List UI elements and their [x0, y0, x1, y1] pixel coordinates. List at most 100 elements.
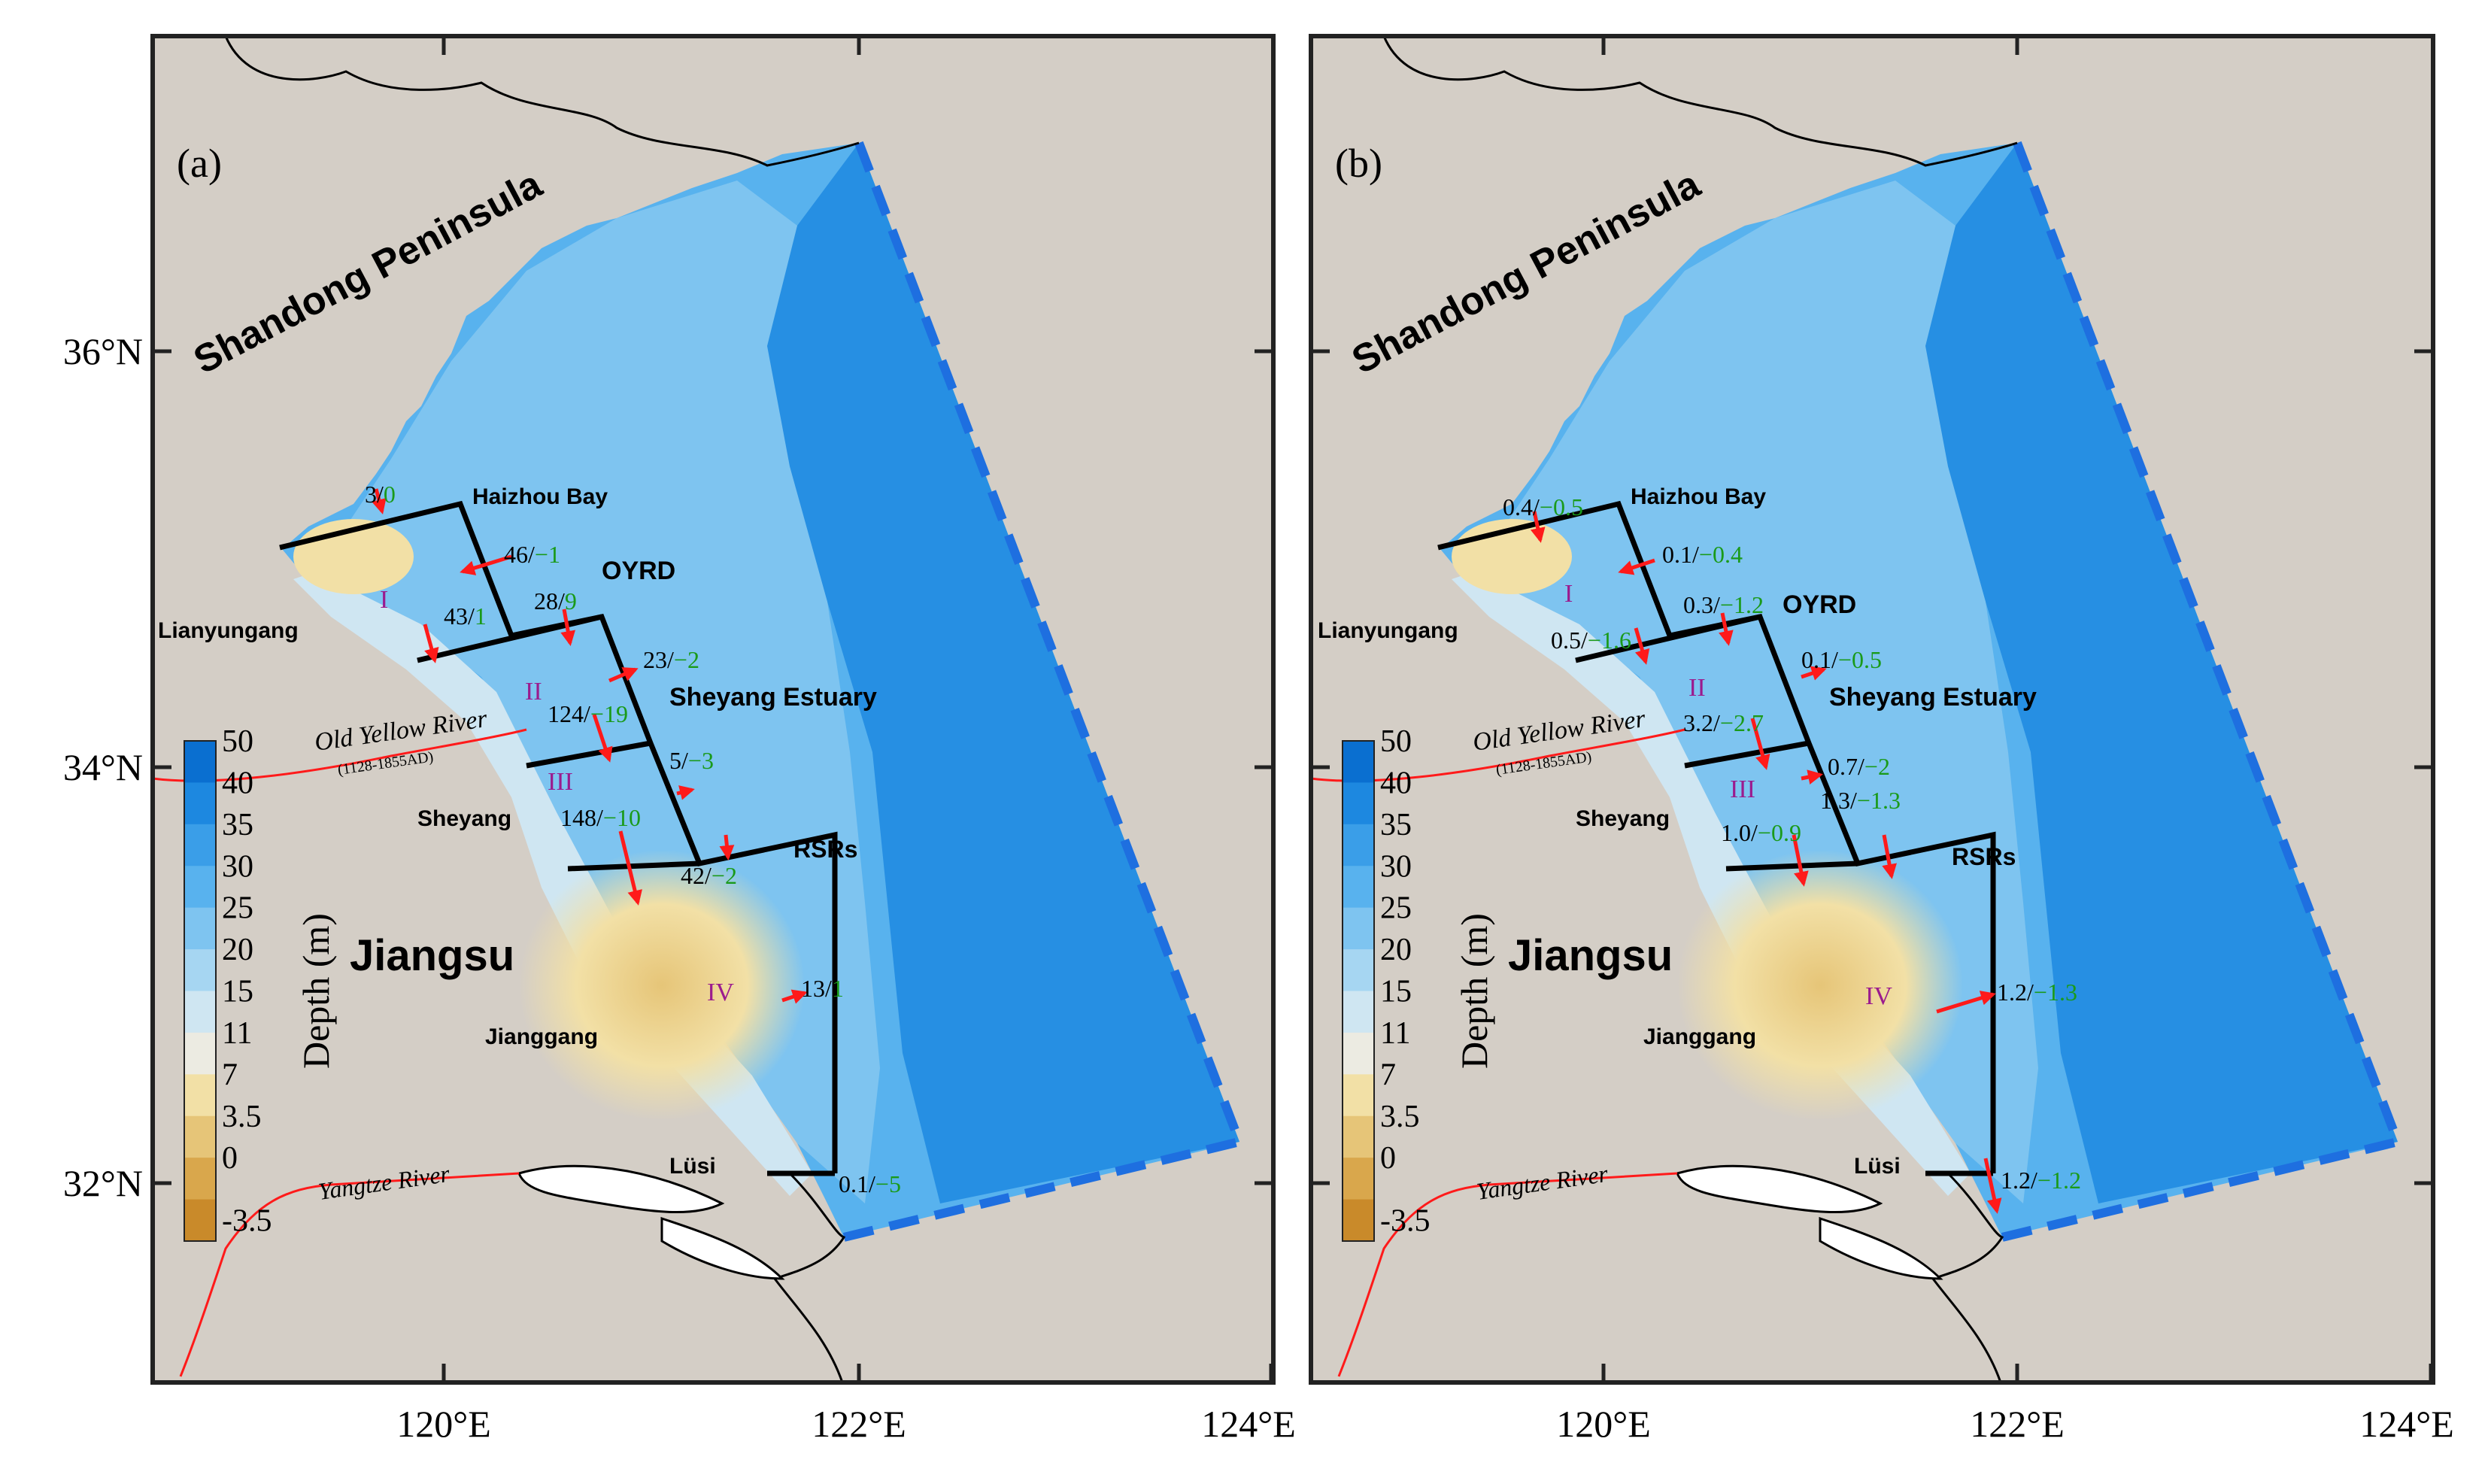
flux-arrows	[1530, 511, 2002, 1214]
panel-label-a: (a)	[177, 141, 222, 186]
deep-water	[1910, 143, 2398, 1203]
flux-value: 0.7/−2	[1828, 753, 1890, 780]
lat-tick-34: 34°N	[63, 746, 143, 788]
flux-value: 28/9	[534, 587, 577, 615]
boundary-2-3	[526, 740, 651, 769]
label-lusi: Lüsi	[1854, 1154, 1901, 1179]
colorbar-swatch	[184, 1115, 216, 1158]
lon-tick-122: 122°E	[1970, 1403, 2065, 1445]
panel-label-b: (b)	[1335, 141, 1382, 186]
coastline-south	[772, 1172, 846, 1383]
colorbar-swatch	[184, 949, 216, 991]
colorbar-tick-label: 7	[222, 1058, 238, 1092]
flux-value: 148/−10	[560, 804, 641, 831]
zone-label-III: III	[548, 768, 573, 796]
flux-value: 23/−2	[643, 646, 699, 673]
boundary-3-4	[567, 860, 700, 872]
flux-value: 1.2/−1.3	[1997, 979, 2077, 1006]
lon-tick-122: 122°E	[812, 1403, 906, 1445]
colorbar-tick-label: 3.5	[222, 1100, 262, 1134]
colorbar-frame	[1342, 740, 1375, 1242]
yangtze-estuary-island	[1675, 1164, 1883, 1213]
zone-label-II: II	[1688, 674, 1706, 702]
flux-value: 5/−3	[669, 747, 714, 774]
radial-sand-ridges	[1677, 850, 1963, 1121]
lon-tick-120: 120°E	[1556, 1403, 1651, 1445]
lon-tick-120: 120°E	[396, 1403, 491, 1445]
label-rsrs: RSRs	[793, 836, 857, 863]
depth-colorbar-a: 50 40 35 30 25 20 15 11 7 3.5 0 -3.5 Depth (m)	[184, 724, 337, 1242]
flux-value: 3/0	[365, 481, 396, 508]
panel-frame-a	[150, 34, 1276, 1385]
panel-frame-b	[1309, 34, 2435, 1385]
colorbar-swatch	[1343, 1032, 1374, 1075]
colorbar-swatch	[1343, 1115, 1374, 1158]
colorbar-tick-label: 15	[222, 975, 253, 1009]
depth-colorbar-b: 50 40 35 30 25 20 15 11 7 3.5 0 -3.5 Depth (m)	[1342, 724, 1495, 1242]
colorbar-tick-label: 11	[222, 1016, 252, 1051]
flux-value: 42/−2	[681, 862, 737, 889]
flux-value: 0.1/−5	[839, 1170, 901, 1197]
colorbar-tick-label: -3.5	[1380, 1204, 1431, 1239]
boundary-1-2	[1575, 614, 1761, 663]
colorbar-swatch	[1343, 949, 1374, 991]
colorbar-tick-label: 0	[222, 1141, 238, 1176]
colorbar-swatch	[184, 741, 216, 783]
zone-label-II: II	[525, 678, 542, 706]
label-oyrd: OYRD	[602, 557, 675, 585]
deep-water	[752, 143, 1239, 1203]
flux-value: 0.3/−1.2	[1683, 591, 1764, 618]
colorbar-swatch	[184, 1074, 216, 1117]
colorbar-swatch	[184, 866, 216, 909]
coastline-north	[224, 35, 860, 167]
colorbar-swatch	[1343, 1199, 1374, 1242]
flux-value: 0.1/−0.4	[1662, 541, 1743, 568]
colorbar-tick-label: 50	[1380, 724, 1412, 759]
colorbar-tick-label: 11	[1380, 1016, 1410, 1051]
zone-label-IV: IV	[707, 979, 734, 1006]
radial-sand-ridges	[519, 850, 805, 1121]
colorbar-tick-label: 25	[1380, 891, 1412, 926]
colorbar-tick-label: 35	[1380, 808, 1412, 842]
yangtze-estuary-island	[517, 1164, 725, 1213]
coastline-north	[1382, 35, 2018, 167]
panel-b: I II III IV (b) Shandong Peninsula Haizh…	[1309, 34, 2454, 1445]
colorbar-swatch	[184, 1032, 216, 1075]
zone-label-I: I	[1564, 580, 1573, 608]
colorbar-swatch	[184, 782, 216, 825]
flux-value: 3.2/−2.7	[1683, 709, 1764, 736]
colorbar-swatch	[184, 824, 216, 866]
lon-tick-124: 124°E	[2359, 1403, 2454, 1445]
yangtze-estuary-island-2	[1819, 1216, 1943, 1280]
colorbar-swatch	[1343, 741, 1374, 783]
label-sheyang-estuary: Sheyang Estuary	[1829, 683, 2037, 712]
label-jianggang: Jianggang	[1643, 1024, 1756, 1049]
label-lusi: Lüsi	[669, 1154, 716, 1179]
colorbar-swatch	[184, 907, 216, 950]
flux-value: 1.0/−0.9	[1721, 819, 1801, 846]
colorbar-tick-label: 30	[1380, 849, 1412, 884]
label-oyrd: OYRD	[1783, 590, 1856, 619]
colorbar-swatch	[184, 991, 216, 1033]
subregion-boundaries	[1437, 500, 1996, 1173]
label-sheyang-estuary: Sheyang Estuary	[669, 683, 877, 712]
colorbar-swatch	[1343, 1074, 1374, 1117]
boundary-1-2	[417, 614, 602, 663]
yangtze-river-line	[179, 1172, 520, 1377]
colorbar-swatch	[1343, 782, 1374, 825]
colorbar-swatch	[1343, 1158, 1374, 1200]
label-jiangsu: Jiangsu	[350, 931, 514, 980]
colorbar-swatch	[1343, 991, 1374, 1033]
flux-value: 1.2/−1.2	[2001, 1167, 2081, 1194]
colorbar-tick-label: 7	[1380, 1058, 1396, 1092]
label-sheyang: Sheyang	[417, 806, 511, 831]
colorbar-swatch	[184, 1158, 216, 1200]
open-boundary	[2001, 141, 2405, 1242]
label-rsrs: RSRs	[1952, 843, 2016, 870]
colorbar-swatch	[1343, 866, 1374, 909]
lat-tick-36: 36°N	[63, 330, 143, 372]
lon-tick-124: 124°E	[1201, 1403, 1296, 1445]
label-lianyungang: Lianyungang	[158, 618, 299, 643]
colorbar-tick-label: 30	[222, 849, 253, 884]
